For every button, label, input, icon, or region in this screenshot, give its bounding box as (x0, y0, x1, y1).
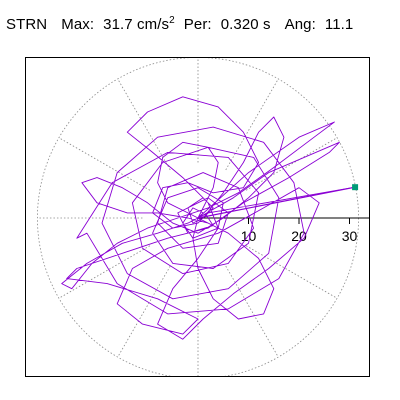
period-value: 0.320 s (220, 16, 271, 33)
grid-spoke-240 (117, 265, 171, 358)
chart-header: STRN Max: 31.7 cm/s2 Per: 0.320 s Ang: 11.1 (6, 15, 354, 34)
x-tick-label-30: 30 (342, 228, 358, 244)
period-label: Per: (183, 16, 212, 33)
grid-spoke-120 (117, 78, 171, 171)
particle-motion-trace (61, 96, 353, 340)
max-value: 31.7 (103, 16, 133, 33)
grid-spoke-300 (225, 265, 279, 358)
max-vector (197, 184, 359, 219)
plot-frame: 10 20 30 (25, 57, 370, 377)
max-unit-exponent: 2 (169, 15, 175, 26)
max-point-marker (352, 184, 359, 191)
angle-label: Ang: (284, 16, 316, 33)
angle-value: 11.1 (324, 16, 354, 33)
max-label: Max: (61, 16, 95, 33)
x-tick-label-20: 20 (291, 228, 307, 244)
polar-hodogram-plot: 10 20 30 (37, 58, 369, 376)
component-label: STRN (6, 16, 48, 33)
grid-spoke-210 (58, 245, 151, 299)
grid-spoke-30 (245, 137, 338, 191)
max-vector-line (197, 186, 356, 219)
max-unit: cm/s (137, 16, 170, 33)
grid-spoke-60 (225, 78, 279, 171)
trace-line (61, 96, 353, 340)
grid-spoke-330 (245, 245, 338, 299)
grid-spoke-150 (58, 137, 151, 191)
